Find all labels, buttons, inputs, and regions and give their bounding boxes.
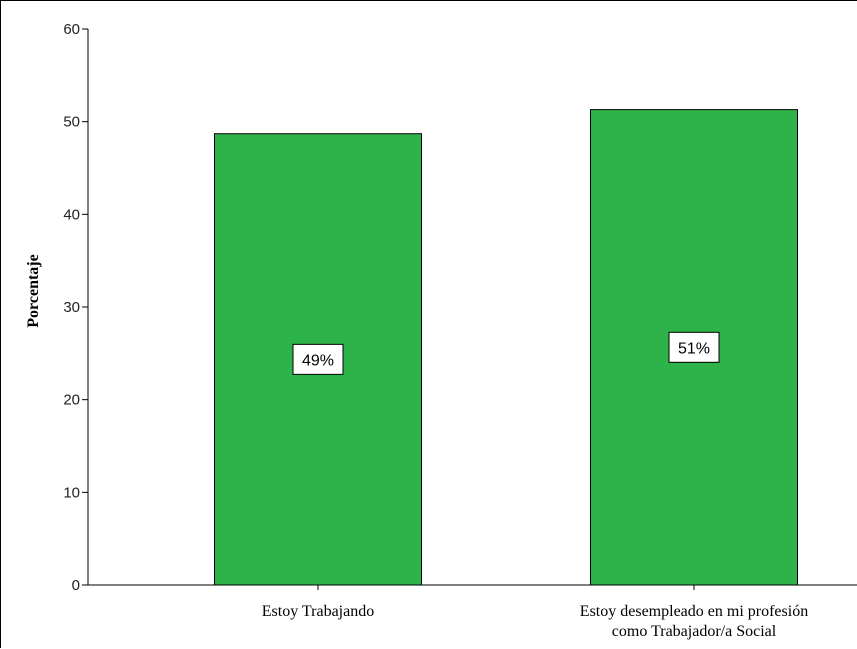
x-category-label: como Trabajador/a Social xyxy=(612,623,777,640)
y-tick-label: 10 xyxy=(63,484,80,501)
y-axis-title: Porcentaje xyxy=(25,254,42,327)
y-tick-label: 50 xyxy=(63,114,80,131)
labels: 0 10 20 30 40 50 60 49% Estoy Trabajando 51% Estoy… xyxy=(63,21,808,640)
data-label-box xyxy=(668,331,720,363)
y-tick-label: 0 xyxy=(72,577,80,594)
x-category-label: Estoy Trabajando xyxy=(262,603,374,620)
data-label: 49% xyxy=(302,352,334,369)
y-tick-label: 40 xyxy=(63,206,80,223)
data-label-box xyxy=(292,343,344,375)
data-label: 51% xyxy=(678,340,710,357)
x-category-label: Estoy desempleado en mi profesión xyxy=(580,603,808,620)
y-tick-label: 30 xyxy=(63,299,80,316)
y-tick-label: 60 xyxy=(63,21,80,38)
y-tick-label: 20 xyxy=(63,392,80,409)
